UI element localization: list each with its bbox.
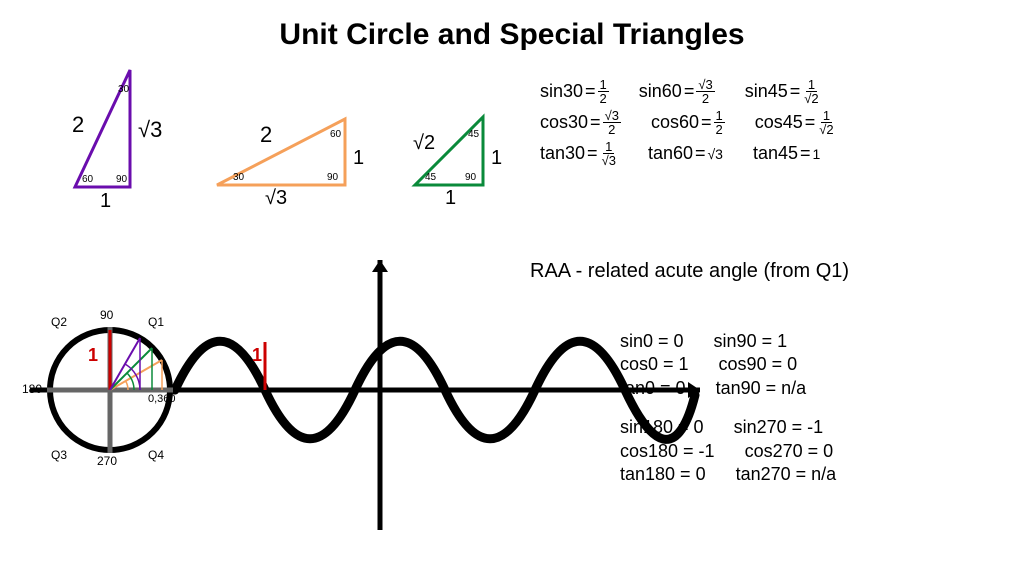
frac-num: 1 (806, 78, 817, 92)
id-val: cos90 = 0 (719, 353, 798, 376)
uc-q1: Q1 (148, 315, 164, 329)
id-val: tan90 = n/a (716, 377, 807, 400)
id-label: tan60 (648, 143, 693, 164)
frac-num: √3 (603, 109, 621, 123)
id-label: tan45 (753, 143, 798, 164)
id-val: cos0 = 1 (620, 353, 689, 376)
angle-label: 90 (465, 172, 476, 183)
side-label: 2 (260, 122, 272, 148)
uc-q2: Q2 (51, 315, 67, 329)
side-label: 1 (491, 147, 502, 170)
id-val: cos180 = -1 (620, 440, 715, 463)
radius-label: 1 (88, 345, 98, 366)
uc-label-180: 180 (22, 382, 42, 396)
frac-den: √3 (600, 154, 618, 167)
graph-area: RAA - related acute angle (from Q1) (0, 230, 1024, 570)
triangle-purple: 30 60 90 2 √3 1 (60, 62, 170, 202)
side-label: 1 (353, 147, 364, 170)
uc-label-0: 0,360 (148, 393, 176, 405)
frac-den: √2 (802, 92, 820, 105)
angle-label: 45 (468, 129, 479, 140)
id-val: sin180 = 0 (620, 416, 704, 439)
frac-den: 2 (714, 123, 725, 136)
frac-num: 1 (603, 140, 614, 154)
triangle-orange: 60 30 90 2 1 √3 (205, 107, 365, 202)
frac-num: 1 (598, 78, 609, 92)
peak-label: 1 (252, 345, 262, 366)
uc-label-270: 270 (97, 454, 117, 468)
side-label: 1 (445, 187, 456, 210)
trig-identities-bottom: sin0 = 0 sin90 = 1 cos0 = 1 cos90 = 0 tan0… (620, 330, 836, 502)
id-val: tan0 = 0 (620, 377, 686, 400)
angle-label: 30 (118, 84, 129, 95)
frac-num: 1 (714, 109, 725, 123)
angle-label: 60 (330, 129, 341, 140)
id-val: sin90 = 1 (714, 330, 788, 353)
side-label: √2 (413, 132, 435, 155)
frac-den: 2 (606, 123, 617, 136)
id-val: cos270 = 0 (745, 440, 834, 463)
angle-label: 30 (233, 172, 244, 183)
side-label: 1 (100, 190, 111, 213)
id-val: 1 (813, 146, 821, 162)
angle-label: 90 (116, 174, 127, 185)
uc-q4: Q4 (148, 448, 164, 462)
id-val: tan180 = 0 (620, 463, 706, 486)
angle-label: 45 (425, 172, 436, 183)
id-label: sin45 (745, 81, 788, 102)
frac-num: √3 (696, 78, 714, 92)
id-val: sin270 = -1 (734, 416, 824, 439)
uc-label-90: 90 (100, 308, 113, 322)
id-label: sin30 (540, 81, 583, 102)
id-val: √3 (708, 146, 723, 162)
triangle-green: 45 45 90 √2 1 1 (405, 107, 505, 202)
id-val: sin0 = 0 (620, 330, 684, 353)
page-title: Unit Circle and Special Triangles (0, 0, 1024, 52)
id-label: cos45 (755, 112, 803, 133)
side-label: 2 (72, 112, 84, 138)
angle-label: 90 (327, 172, 338, 183)
id-label: sin60 (639, 81, 682, 102)
id-val: tan270 = n/a (736, 463, 837, 486)
frac-den: 2 (700, 92, 711, 105)
angle-label: 60 (82, 174, 93, 185)
frac-num: 1 (821, 109, 832, 123)
side-label: √3 (138, 117, 162, 143)
uc-q3: Q3 (51, 448, 67, 462)
id-label: tan30 (540, 143, 585, 164)
frac-den: 2 (598, 92, 609, 105)
side-label: √3 (265, 187, 287, 210)
id-label: cos60 (651, 112, 699, 133)
id-label: cos30 (540, 112, 588, 133)
trig-identities-top: sin30 = 12 sin60 = √32 sin45 = 1√2 cos30… (540, 78, 1000, 171)
frac-den: √2 (817, 123, 835, 136)
